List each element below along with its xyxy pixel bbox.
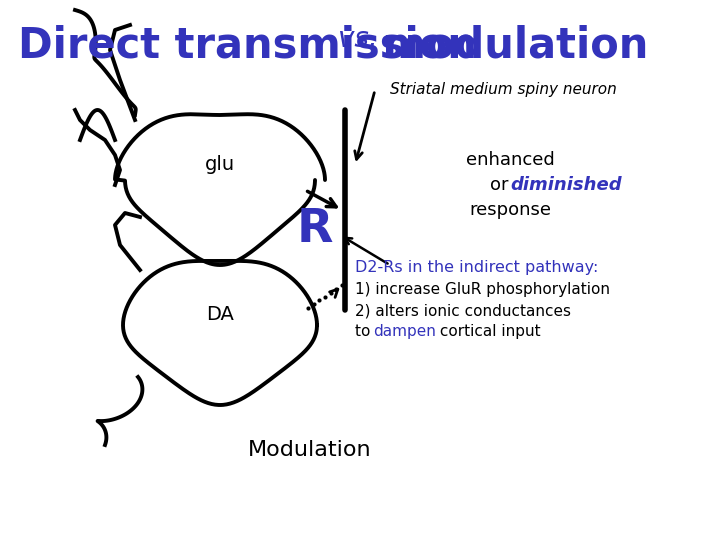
Text: glu: glu	[205, 156, 235, 174]
Text: modulation: modulation	[368, 25, 649, 67]
Text: 2) alters ionic conductances: 2) alters ionic conductances	[355, 303, 571, 318]
Text: Striatal medium spiny neuron: Striatal medium spiny neuron	[390, 82, 617, 97]
Text: D2-Rs in the indirect pathway:: D2-Rs in the indirect pathway:	[355, 260, 598, 275]
Text: R: R	[297, 207, 333, 253]
Text: cortical input: cortical input	[435, 324, 541, 339]
Text: Modulation: Modulation	[248, 440, 372, 460]
Text: response: response	[469, 201, 551, 219]
Text: DA: DA	[206, 306, 234, 325]
Text: to: to	[355, 324, 375, 339]
Text: diminished: diminished	[510, 176, 621, 194]
Text: dampen: dampen	[373, 324, 436, 339]
Text: 1) increase GluR phosphorylation: 1) increase GluR phosphorylation	[355, 282, 610, 297]
Text: or: or	[490, 176, 514, 194]
Text: Direct transmission: Direct transmission	[18, 25, 491, 67]
Text: enhanced: enhanced	[466, 151, 554, 169]
Text: vs.: vs.	[338, 25, 378, 53]
